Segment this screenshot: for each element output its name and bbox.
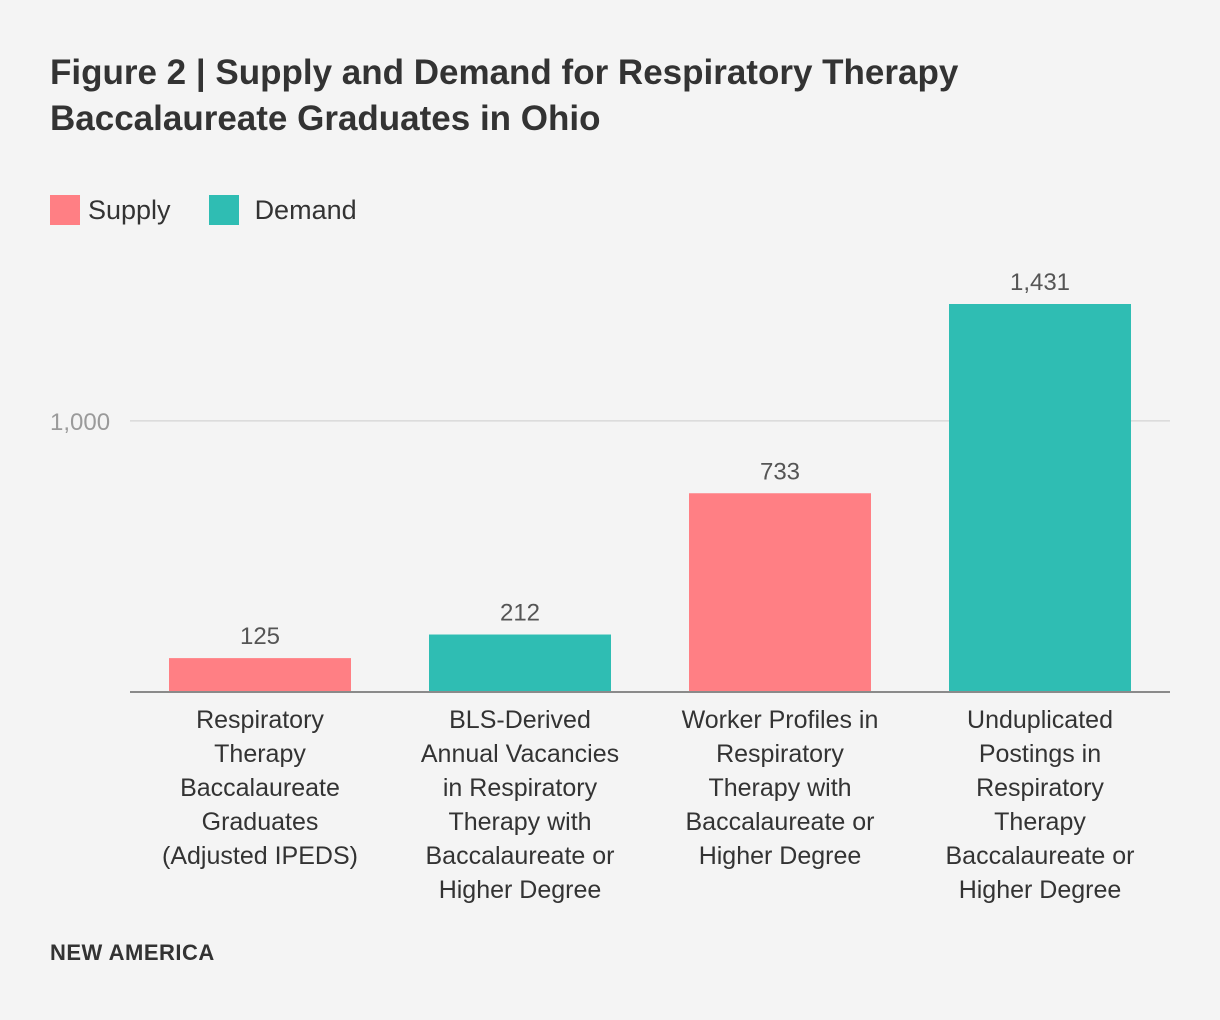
bar-value-label: 733 bbox=[760, 458, 800, 485]
x-tick-label-line: Therapy with bbox=[708, 774, 852, 802]
x-tick-label-line: Baccalaureate bbox=[180, 774, 340, 802]
bar-value-label: 125 bbox=[240, 623, 280, 650]
x-tick-label-line: Respiratory bbox=[196, 706, 324, 734]
chart-title: Figure 2 | Supply and Demand for Respira… bbox=[50, 53, 959, 138]
legend-item-demand: Demand bbox=[208, 194, 357, 226]
x-tick-label-line: Baccalaureate or bbox=[425, 842, 615, 870]
legend-item-supply: Supply bbox=[50, 195, 171, 226]
x-tick-label: BLS-Derived Annual Vacancies in Respirator… bbox=[400, 703, 640, 907]
chart-legend: Supply Demand bbox=[50, 190, 395, 230]
x-tick-label-line: in Respiratory bbox=[442, 774, 598, 802]
x-tick-label: Respiratory Therapy Baccalaureate Graduates… bbox=[140, 703, 380, 873]
x-tick-label-line: BLS-Derived bbox=[449, 706, 591, 734]
x-tick-label-line: (Adjusted IPEDS) bbox=[162, 842, 358, 870]
x-tick-label-line: Therapy bbox=[994, 808, 1086, 836]
bar-demand bbox=[949, 304, 1131, 692]
bar-supply bbox=[689, 493, 871, 692]
x-tick-label-line: Unduplicated bbox=[967, 706, 1113, 734]
bar-supply bbox=[169, 658, 351, 692]
x-tick-label-line: Therapy with bbox=[448, 808, 592, 836]
x-tick-label-line: Higher Degree bbox=[698, 842, 862, 870]
x-tick-label-line: Higher Degree bbox=[958, 876, 1122, 904]
bar-value-label: 1,431 bbox=[1010, 269, 1070, 296]
x-tick-label-line: Baccalaureate or bbox=[945, 842, 1135, 870]
x-tick-label: Unduplicated Postings in Respiratory Therap… bbox=[920, 703, 1160, 907]
x-tick-label-line: Higher Degree bbox=[438, 876, 602, 904]
source-footer: NEW AMERICA bbox=[50, 940, 215, 965]
x-tick-label-line: Respiratory bbox=[716, 740, 844, 768]
legend-swatch-supply bbox=[50, 195, 80, 225]
legend-label-supply: Supply bbox=[88, 194, 171, 225]
x-tick-label-line: Respiratory bbox=[976, 774, 1104, 802]
bar-value-label: 212 bbox=[500, 600, 540, 627]
x-tick-label: Worker Profiles in Respiratory Therapy wit… bbox=[660, 703, 900, 873]
x-tick-label-line: Baccalaureate or bbox=[685, 808, 875, 836]
y-tick-label: 1,000 bbox=[50, 409, 110, 436]
x-tick-label-line: Worker Profiles in bbox=[681, 706, 879, 734]
x-tick-label-line: Graduates bbox=[201, 808, 319, 836]
x-tick-label-line: Therapy bbox=[214, 740, 306, 768]
x-tick-label-line: Annual Vacancies bbox=[420, 740, 620, 768]
legend-label-demand: Demand bbox=[254, 194, 357, 225]
x-tick-label-line: Postings in bbox=[978, 740, 1102, 768]
bar-demand bbox=[429, 634, 611, 692]
legend-swatch-demand bbox=[208, 195, 239, 225]
